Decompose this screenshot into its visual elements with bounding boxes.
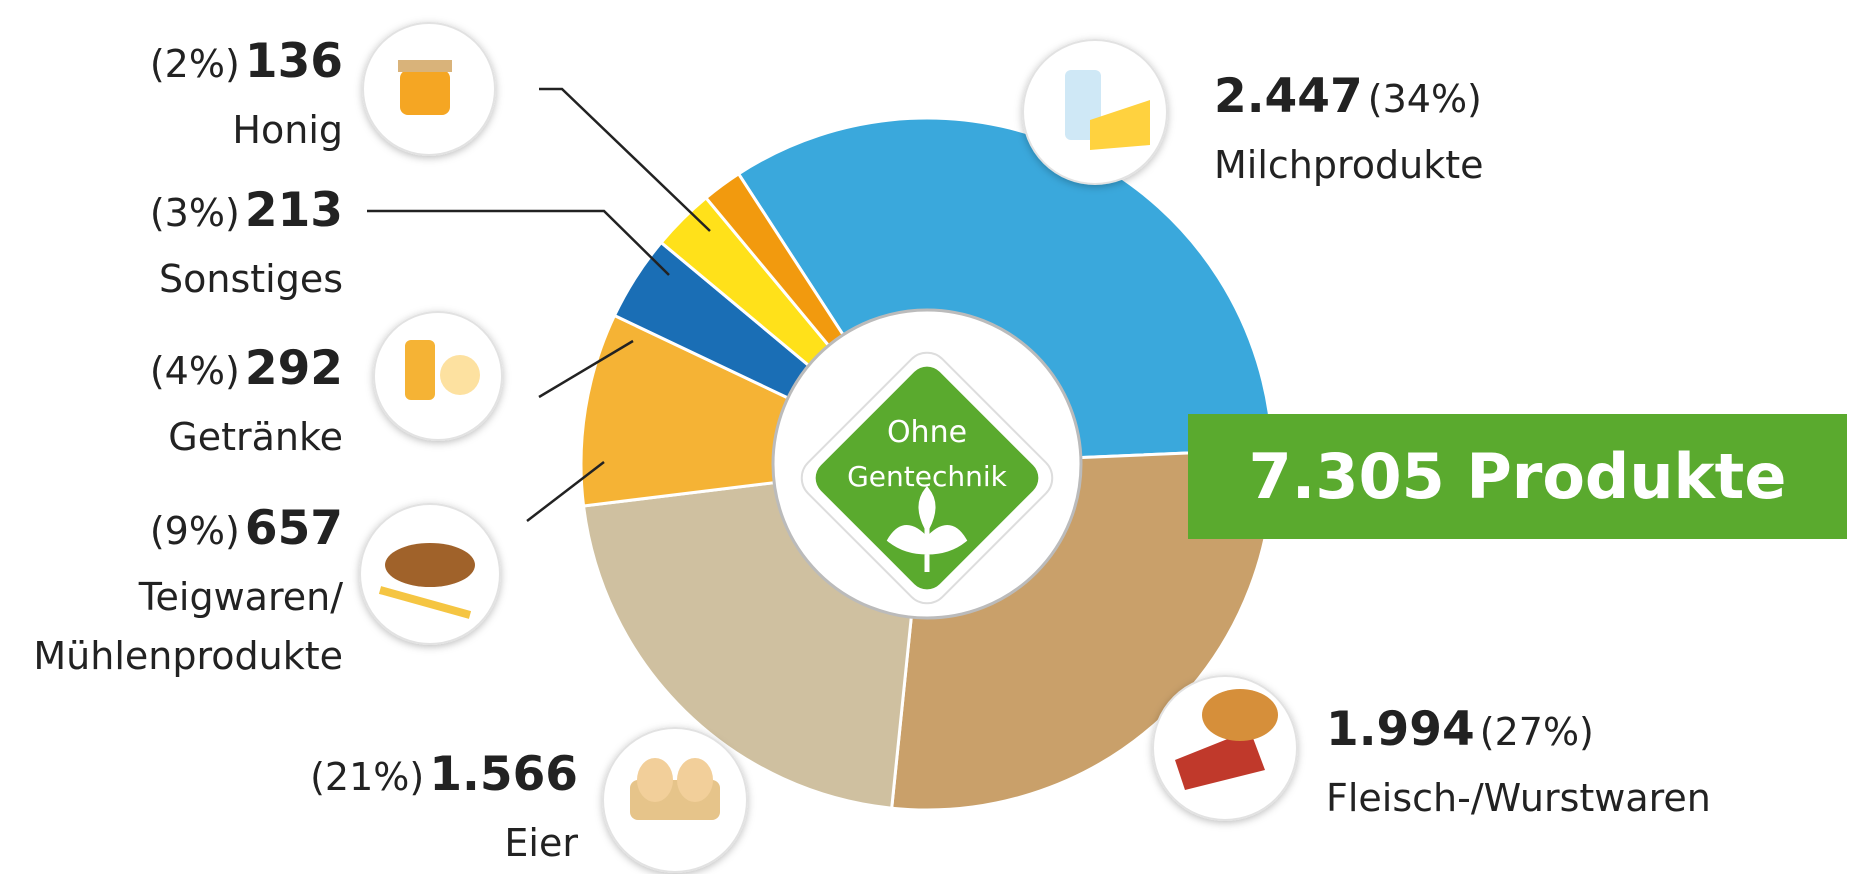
total-banner: 7.305 Produkte — [1188, 414, 1847, 539]
value-label: 2.447 — [1214, 69, 1363, 124]
page: Ohne Gentechnik 7.305 Produkte (() => { … — [0, 0, 1856, 874]
percent-label: (9%) — [150, 509, 240, 553]
category-label: Fleisch-/Wurstwaren — [1326, 769, 1711, 828]
data-label: 2.447 (34%) Milchprodukte — [1214, 67, 1484, 195]
data-label: (3%) 213 Sonstiges — [150, 181, 343, 309]
value-label: 1.566 — [429, 747, 578, 802]
value-label: 292 — [245, 341, 343, 396]
percent-label: (4%) — [150, 349, 240, 393]
percent-label: (27%) — [1480, 710, 1594, 754]
value-label: 1.994 — [1326, 702, 1475, 757]
data-label: (9%) 657 Teigwaren/ Mühlenprodukte — [33, 499, 343, 686]
category-label: Teigwaren/ Mühlenprodukte — [33, 568, 343, 686]
percent-label: (21%) — [310, 755, 424, 799]
percent-label: (3%) — [150, 191, 240, 235]
percent-label: (34%) — [1368, 77, 1482, 121]
category-label: Milchprodukte — [1214, 136, 1484, 195]
data-label: (4%) 292 Getränke — [150, 339, 343, 467]
value-label: 657 — [245, 501, 343, 556]
percent-label: (2%) — [150, 42, 240, 86]
value-label: 136 — [245, 34, 343, 89]
category-label: Honig — [150, 101, 343, 160]
category-label: Getränke — [150, 408, 343, 467]
data-label: (21%) 1.566 Eier — [310, 745, 578, 873]
value-label: 213 — [245, 183, 343, 238]
data-label: (2%) 136 Honig — [150, 32, 343, 160]
data-label: 1.994 (27%) Fleisch-/Wurstwaren — [1326, 700, 1711, 828]
category-label: Sonstiges — [150, 250, 343, 309]
logo-line: Ohne — [887, 415, 967, 450]
category-label: Eier — [310, 814, 578, 873]
